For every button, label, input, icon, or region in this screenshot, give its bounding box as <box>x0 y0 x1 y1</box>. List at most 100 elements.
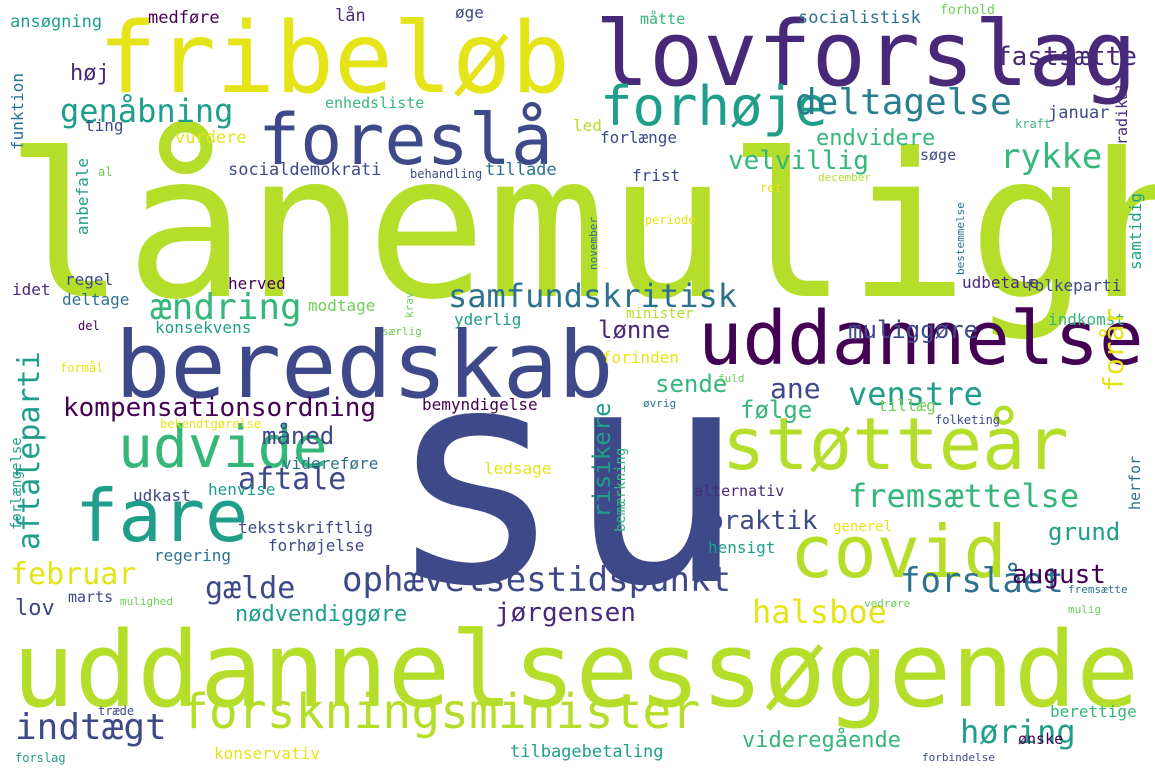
word-su: su <box>385 303 747 652</box>
word-forhold: forhold <box>940 3 995 18</box>
word-vurdere: vurdere <box>175 128 247 148</box>
word-bemaerkning: bemærkning <box>613 447 629 532</box>
word-endvidere: endvidere <box>816 126 936 151</box>
word-del: del <box>78 319 100 333</box>
word-marts: marts <box>68 588 114 606</box>
word-tillaeg: tillæg <box>878 396 936 415</box>
word-ledsage: ledsage <box>484 459 552 478</box>
word-saerlig: særlig <box>382 325 422 338</box>
word-hoj: høj <box>70 61 110 86</box>
word-udbetale: udbetale <box>962 273 1040 292</box>
word-tilbagebetaling: tilbagebetaling <box>510 742 664 762</box>
word-forlaengelse: forlængelse <box>9 437 25 530</box>
word-foresla: foreslå <box>258 99 554 181</box>
word-fribelob: fribeløb <box>98 2 571 116</box>
word-gaelde: gælde <box>205 571 296 606</box>
word-ovrig: øvrig <box>643 397 677 410</box>
word-onske: ønske <box>1018 730 1064 748</box>
word-december: december <box>818 171 871 184</box>
word-funktion: funktion <box>8 72 27 150</box>
word-behandling: behandling <box>410 167 483 181</box>
word-januar: januar <box>1048 103 1110 123</box>
word-yderlig: yderlig <box>454 310 522 329</box>
word-vedrore: vedrøre <box>864 597 911 610</box>
word-led: led <box>573 116 602 135</box>
word-idet: idet <box>12 280 51 299</box>
word-folkeparti: folkeparti <box>1025 276 1122 295</box>
word-ansogning: ansøgning <box>10 12 103 32</box>
word-al: al <box>98 165 113 179</box>
word-udkast: udkast <box>133 486 191 505</box>
word-ane: ane <box>770 372 821 405</box>
word-ret: ret <box>760 181 782 195</box>
word-minister: minister <box>626 306 694 322</box>
word-deltage: deltage <box>62 290 130 309</box>
word-lanemulighed: lånemulighed <box>5 111 1155 344</box>
word-regel: regel <box>65 270 114 289</box>
word-februar: februar <box>10 557 137 592</box>
word-forhojelse: forhøjelse <box>268 536 365 555</box>
word-modtage: modtage <box>308 296 376 315</box>
word-hensigt: hensigt <box>708 538 776 557</box>
word-folketing: folketing <box>935 413 1001 427</box>
word-traede: træde <box>98 704 135 718</box>
word-genabning: genåbning <box>60 92 234 130</box>
word-lov: lov <box>15 596 55 621</box>
word-soge: søge <box>920 146 957 164</box>
word-fremsaette: fremsætte <box>1068 583 1128 596</box>
word-ting: ting <box>85 116 124 135</box>
word-mulig: mulig <box>1068 603 1102 616</box>
word-alternativ: alternativ <box>694 482 785 500</box>
word-matte: måtte <box>640 10 686 28</box>
word-nodvendiggore: nødvendiggøre <box>235 602 408 627</box>
word-maned: måned <box>262 422 335 450</box>
word-muliggore: muliggøre <box>848 316 979 344</box>
word-stottear: støtteår <box>722 402 1069 486</box>
word-covid: covid <box>790 510 1007 594</box>
word-forinden: forinden <box>602 348 680 367</box>
word-enhedsliste: enhedsliste <box>325 94 425 112</box>
word-formal: formål <box>60 361 104 375</box>
word-videregaende: videregående <box>742 728 901 753</box>
word-uddannelsessogende: uddannelsessøgende <box>12 609 1140 731</box>
word-aftale: aftale <box>238 462 347 497</box>
word-frist: frist <box>632 166 681 185</box>
word-rykke: rykke <box>1000 137 1103 177</box>
word-november: november <box>587 217 600 270</box>
word-radikal: radikal <box>1113 81 1131 145</box>
word-fare: fare <box>75 474 249 558</box>
word-praktik: praktik <box>708 506 818 536</box>
word-oge: øge <box>455 3 484 22</box>
word-medfore: medføre <box>148 8 220 28</box>
word-sende: sende <box>655 370 728 398</box>
word-kraft: kraft <box>1015 117 1052 131</box>
word-venstre: venstre <box>848 375 983 413</box>
word-forar: forår <box>1097 307 1130 392</box>
word-fuld: fuld <box>718 372 745 385</box>
word-forhoje: forhøje <box>600 75 828 138</box>
word-grund: grund <box>1048 518 1121 546</box>
word-indkomst: indkomst <box>1048 310 1126 329</box>
word-deltagelse: deltagelse <box>795 82 1012 123</box>
word-socialistisk: socialistisk <box>798 8 921 28</box>
word-risikere: risikere <box>588 402 616 518</box>
word-berettige: berettige <box>1050 702 1137 721</box>
word-forslag: forslag <box>15 751 66 765</box>
word-samfundskritisk: samfundskritisk <box>448 277 737 315</box>
word-uddannelse: uddannelse <box>698 296 1144 382</box>
word-aendring: ændring <box>150 287 302 328</box>
word-konservativ: konservativ <box>214 744 320 763</box>
word-socialdemokrati: socialdemokrati <box>228 160 382 180</box>
word-ophaevelsestidspunkt: ophævelsestidspunkt <box>342 560 731 600</box>
word-fastsaette: fastsætte <box>996 42 1137 72</box>
word-forbindelse: forbindelse <box>922 751 995 764</box>
word-lovforslag: lovforslag <box>595 2 1137 107</box>
word-jorgensen: jørgensen <box>495 598 636 628</box>
word-periode: periode <box>645 213 696 227</box>
word-samtidig: samtidig <box>1126 192 1145 270</box>
word-tillade: tillade <box>485 160 557 180</box>
word-krav: krav <box>403 291 416 319</box>
word-fremsaettelse: fremsættelse <box>848 477 1080 515</box>
word-halsboe: halsboe <box>752 593 887 631</box>
